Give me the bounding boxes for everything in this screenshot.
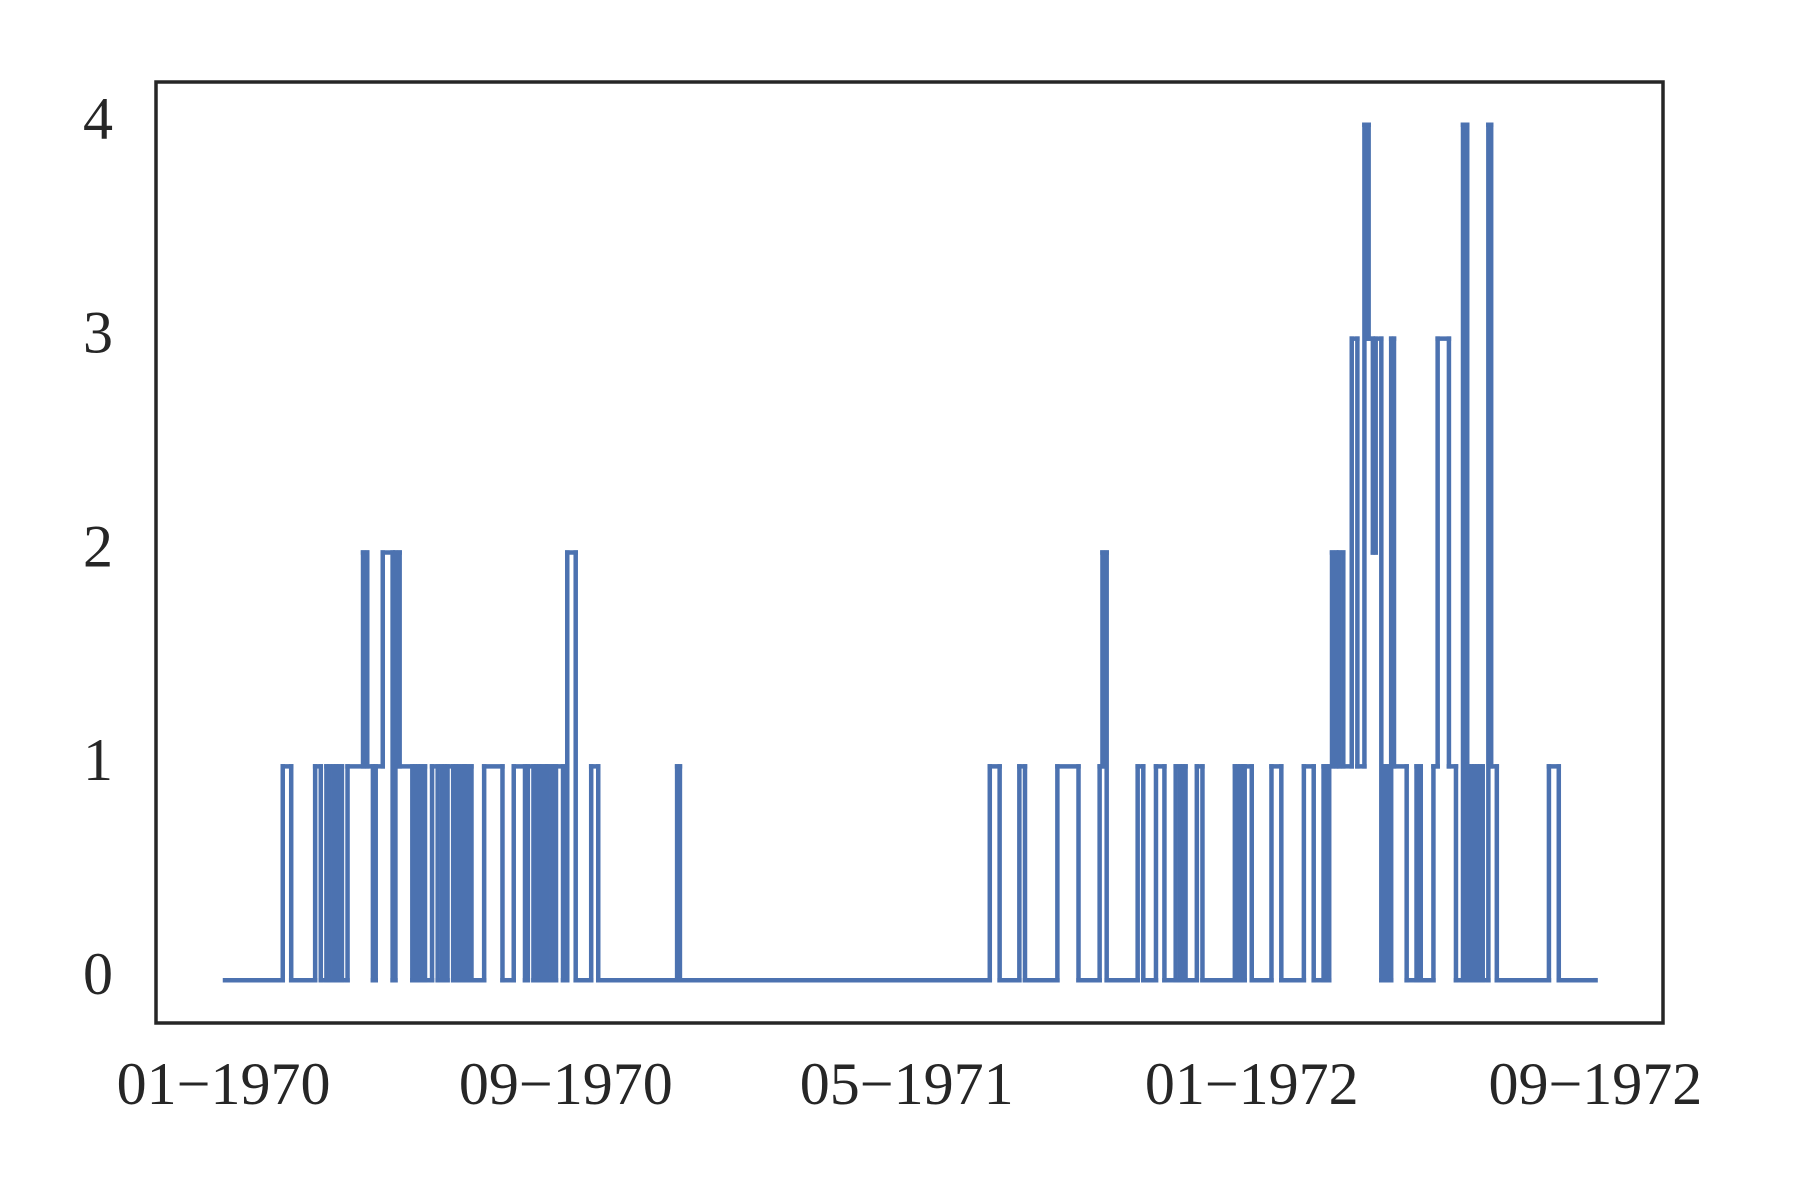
y-tick-label: 1 xyxy=(83,727,113,793)
axes-frame xyxy=(154,80,1665,1025)
y-tick-label: 0 xyxy=(83,941,113,1007)
x-tick-label: 09−1970 xyxy=(459,1051,673,1117)
x-tick-label: 01−1972 xyxy=(1145,1051,1359,1117)
y-tick-label: 2 xyxy=(83,513,113,579)
x-tick-label: 01−1970 xyxy=(117,1051,331,1117)
y-tick-label: 3 xyxy=(83,299,113,365)
x-tick-label: 05−1971 xyxy=(800,1051,1014,1117)
x-tick-label: 09−1972 xyxy=(1488,1051,1702,1117)
y-tick-label: 4 xyxy=(83,86,113,152)
